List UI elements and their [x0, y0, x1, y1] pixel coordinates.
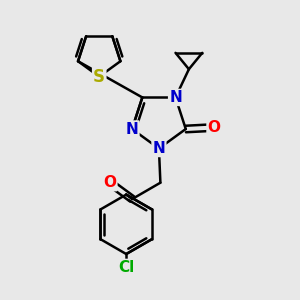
Text: N: N: [152, 141, 165, 156]
Text: N: N: [169, 90, 182, 105]
Text: Cl: Cl: [118, 260, 134, 275]
Text: N: N: [126, 122, 138, 136]
Text: O: O: [208, 120, 220, 135]
Text: O: O: [103, 175, 116, 190]
Text: S: S: [93, 68, 105, 85]
